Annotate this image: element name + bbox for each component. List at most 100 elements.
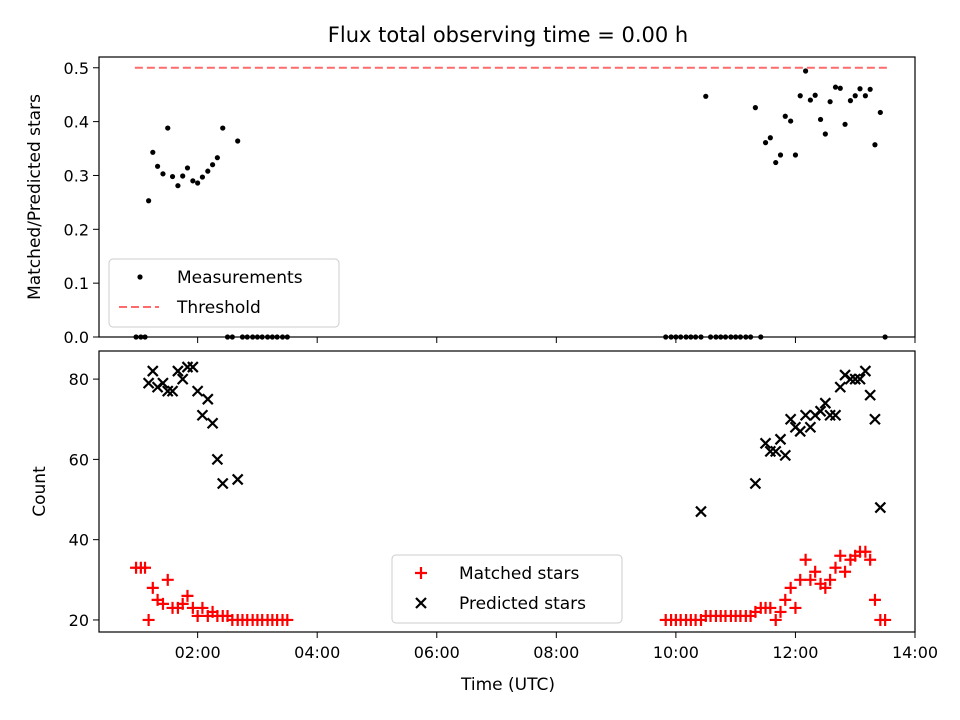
matched-star-point — [764, 601, 777, 614]
legend-matched-label: Matched stars — [459, 564, 579, 584]
legend-measurements-label: Measurements — [177, 268, 303, 288]
legend-matched-marker — [415, 567, 427, 579]
legend-box — [108, 258, 340, 328]
predicted-star-point — [779, 449, 792, 462]
x-tick-label: 02:00 — [175, 643, 221, 662]
predicted-star-point — [869, 413, 881, 426]
plot-area — [130, 361, 892, 626]
measurement-point — [827, 99, 833, 105]
matched-star-point — [769, 613, 782, 626]
matched-star-point — [879, 613, 892, 626]
measurement-point — [235, 138, 241, 144]
measurement-point — [822, 131, 828, 137]
measurement-point — [877, 109, 883, 116]
predicted-star-point — [172, 365, 184, 377]
matched-star-point — [156, 597, 169, 610]
matched-star-point — [774, 605, 787, 618]
x-tick-label: 14:00 — [892, 643, 938, 662]
measurement-point — [190, 178, 196, 184]
x-tick-label: 12:00 — [772, 643, 818, 662]
matched-star-point — [784, 581, 797, 594]
measurement-point — [842, 121, 848, 127]
measurement-point — [150, 149, 156, 155]
measurement-point — [169, 173, 176, 180]
predicted-star-point — [166, 385, 179, 397]
predicted-star-point — [784, 413, 797, 426]
measurement-point — [832, 84, 839, 90]
measurement-point — [220, 125, 226, 131]
predicted-star-point — [147, 365, 159, 377]
predicted-star-point — [859, 365, 872, 377]
measurement-point — [154, 163, 161, 169]
predicted-star-point — [794, 425, 806, 438]
x-tick-label: 08:00 — [533, 643, 579, 662]
predicted-star-point — [202, 393, 214, 405]
measurement-point — [867, 86, 873, 92]
predicted-star-point — [854, 373, 866, 385]
measurement-point — [752, 105, 758, 111]
y-tick-label: 40 — [69, 531, 89, 550]
measurement-point — [160, 171, 166, 177]
predicted-star-point — [161, 385, 174, 397]
y-tick-label: 0.0 — [64, 328, 89, 347]
y-tick-label: 60 — [69, 450, 89, 469]
matched-star-point — [181, 589, 194, 602]
legend-predicted-marker — [415, 597, 427, 609]
x-tick-label: 10:00 — [653, 643, 699, 662]
predicted-star-point — [157, 377, 169, 389]
matched-star-point — [139, 561, 152, 574]
measurement-point — [214, 155, 220, 161]
matched-star-point — [142, 613, 155, 626]
measurement-point — [180, 173, 186, 179]
predicted-star-point — [695, 505, 707, 518]
measurement-point — [767, 135, 773, 141]
x-tick-label: 06:00 — [414, 643, 460, 662]
measurement-point — [817, 116, 824, 123]
predicted-star-point — [844, 373, 857, 385]
measurement-point — [807, 97, 813, 103]
y-tick-label: 0.2 — [64, 220, 89, 239]
predicted-star-point — [814, 405, 827, 417]
matched-star-point — [161, 573, 174, 586]
legend-box — [391, 554, 623, 624]
predicted-star-point — [829, 409, 842, 422]
matched-star-point — [829, 561, 842, 574]
measurement-point — [788, 118, 794, 124]
predicted-star-point — [187, 361, 199, 373]
matched-star-point — [804, 573, 817, 586]
measurement-point — [146, 198, 152, 204]
measurement-point — [209, 162, 216, 168]
measurement-point — [857, 86, 863, 92]
predicted-star-point — [799, 409, 812, 422]
y-axis-label: Matched/Predicted stars — [25, 94, 45, 300]
predicted-star-point — [176, 373, 189, 385]
y-axis-label: Count — [30, 466, 50, 517]
predicted-star-point — [874, 501, 887, 514]
y-tick-label: 20 — [69, 611, 89, 630]
predicted-star-point — [211, 453, 224, 466]
measurement-point — [852, 93, 858, 99]
axes-frame — [98, 350, 916, 633]
measurement-point — [782, 113, 788, 119]
y-tick-label: 0.3 — [64, 166, 89, 185]
x-tick-label: 04:00 — [294, 643, 340, 662]
top-panel: 0.0 0.1 0.2 0.3 0.4 0.5 Matched/Predicted star… — [25, 56, 916, 347]
measurement-point — [199, 174, 206, 180]
predicted-star-point — [196, 409, 209, 422]
matched-star-point — [146, 581, 159, 594]
measurement-point — [762, 140, 769, 146]
predicted-star-point — [231, 473, 244, 486]
measurement-point — [797, 93, 803, 99]
matched-star-point — [794, 573, 807, 586]
measurement-point — [165, 125, 171, 131]
chart-title: Flux total observing time = 0.00 h — [328, 23, 688, 47]
measurement-point — [792, 152, 799, 158]
measurement-point — [837, 85, 843, 91]
measurement-point — [195, 180, 201, 186]
predicted-star-point — [206, 417, 219, 430]
x-axis-label: Time (UTC) — [460, 675, 555, 695]
measurement-point — [872, 142, 878, 148]
y-tick-label: 0.4 — [64, 113, 89, 132]
predicted-star-point — [849, 373, 861, 385]
